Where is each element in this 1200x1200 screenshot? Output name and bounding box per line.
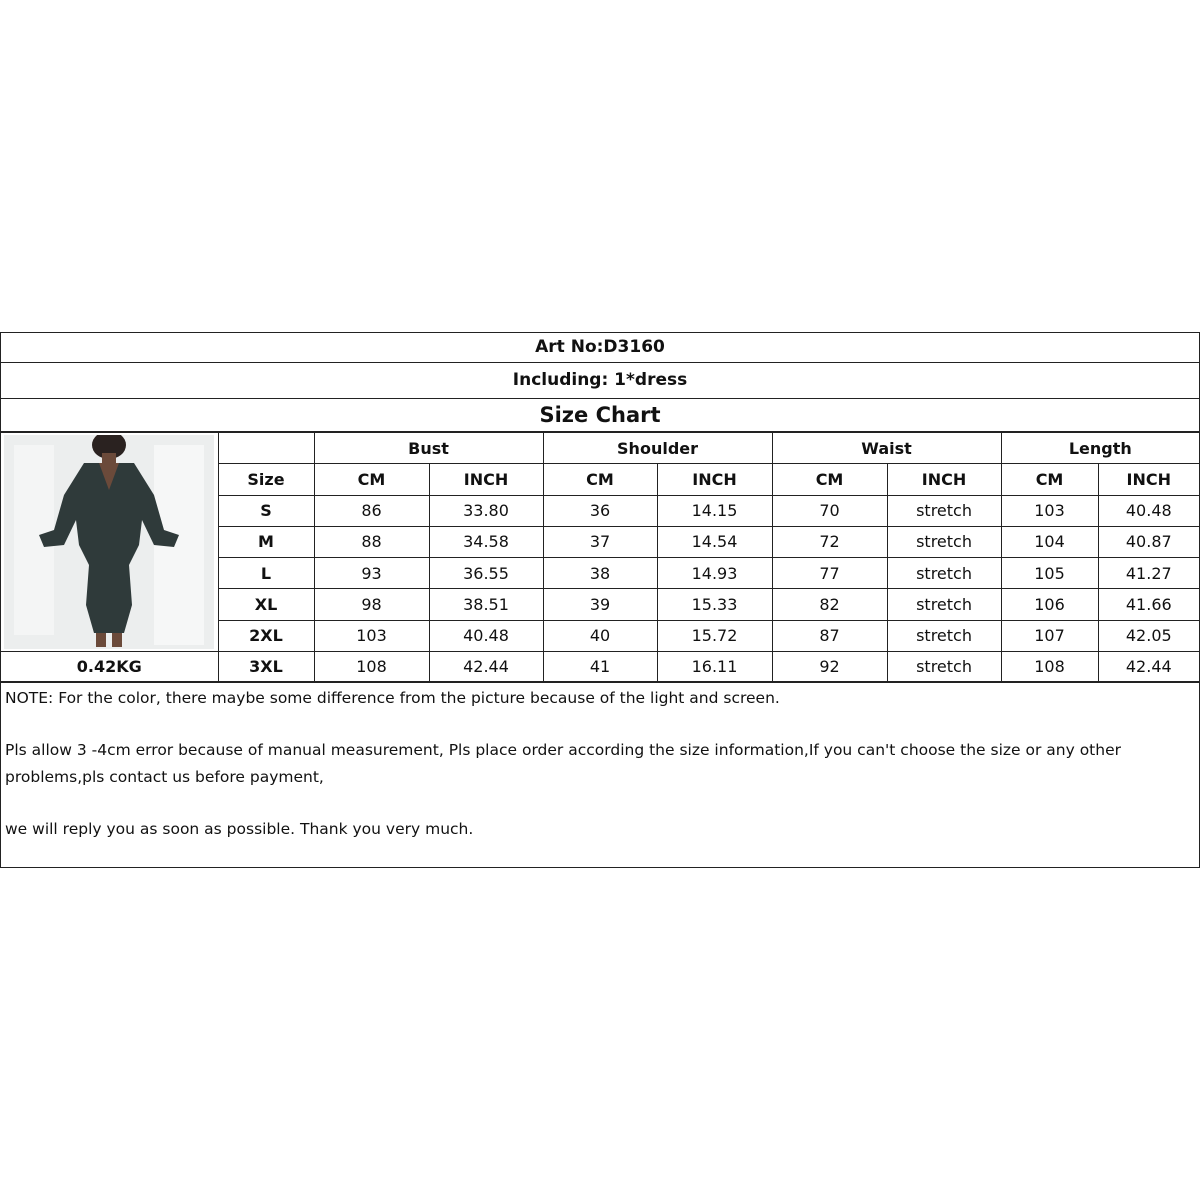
measurement-cell: 103 [1000, 494, 1099, 527]
measurement-cell: 15.33 [656, 588, 773, 621]
size-table: Bust Shoulder Waist Length Size CM INCH … [1, 431, 1200, 682]
measurement-cell: 72 [771, 525, 888, 559]
measurement-cell: 77 [771, 557, 888, 590]
package-contents: Including: 1*dress [1, 363, 1199, 399]
measurement-cell: 33.80 [428, 494, 544, 527]
group-header-row: Bust Shoulder Waist Length [1, 431, 1200, 652]
size-label: 3XL [217, 651, 315, 682]
measurement-cell: 42.05 [1097, 619, 1200, 653]
group-shoulder: Shoulder [542, 431, 773, 465]
measurement-cell: stretch [886, 557, 1002, 590]
measurement-cell: stretch [886, 651, 1002, 682]
art-number: Art No:D3160 [1, 333, 1199, 363]
measurement-cell: 105 [1000, 557, 1099, 590]
measurement-cell: 40.48 [1097, 494, 1200, 527]
measurement-cell: 104 [1000, 525, 1099, 559]
unit-header: INCH [656, 463, 773, 496]
measurement-cell: 108 [313, 651, 430, 682]
blank-header-cell [217, 431, 315, 465]
size-label: M [218, 525, 315, 559]
size-header: Size [218, 463, 315, 496]
note-color: NOTE: For the color, there maybe some di… [5, 689, 780, 707]
measurement-cell: 42.44 [1097, 651, 1200, 682]
measurement-cell: 39 [542, 588, 658, 621]
measurement-cell: 41.27 [1097, 557, 1200, 590]
measurement-cell: 38.51 [428, 588, 544, 621]
size-label: L [218, 557, 315, 590]
measurement-cell: 98 [313, 588, 430, 621]
measurement-cell: 40.87 [1097, 525, 1200, 559]
size-row: XL 98 38.51 39 15.33 82 stretch 106 41.66 [1, 588, 1200, 621]
note-measurement: Pls allow 3 -4cm error because of manual… [5, 741, 1121, 786]
measurement-cell: 70 [771, 494, 888, 527]
size-row: 0.42KG 3XL 108 42.44 41 16.11 92 stretch 108 42.4… [1, 651, 1200, 682]
measurement-cell: 14.54 [656, 525, 773, 559]
measurement-cell: 107 [1000, 619, 1099, 653]
measurement-cell: 41.66 [1097, 588, 1200, 621]
measurement-cell: stretch [886, 588, 1002, 621]
measurement-cell: 40.48 [428, 619, 544, 653]
group-bust: Bust [313, 431, 544, 465]
note-reply: we will reply you as soon as possible. T… [5, 820, 474, 838]
unit-header: INCH [1097, 463, 1200, 496]
size-chart-sheet: Art No:D3160 Including: 1*dress Size Cha… [0, 332, 1200, 868]
group-length: Length [1000, 431, 1200, 465]
measurement-cell: stretch [886, 494, 1002, 527]
measurement-cell: 88 [313, 525, 430, 559]
size-row: M 88 34.58 37 14.54 72 stretch 104 40.87 [1, 525, 1200, 559]
measurement-cell: 37 [542, 525, 658, 559]
chart-title: Size Chart [1, 399, 1199, 432]
measurement-cell: 36 [542, 494, 658, 527]
unit-header: CM [1000, 463, 1099, 496]
measurement-cell: 38 [542, 557, 658, 590]
measurement-cell: 16.11 [656, 651, 773, 682]
measurement-cell: 40 [542, 619, 658, 653]
unit-header: CM [771, 463, 888, 496]
measurement-cell: stretch [886, 525, 1002, 559]
dress-photo-image [4, 435, 215, 649]
weight-cell: 0.42KG [1, 651, 219, 682]
measurement-cell: 86 [313, 494, 430, 527]
measurement-cell: stretch [886, 619, 1002, 653]
size-row: 2XL 103 40.48 40 15.72 87 stretch 107 42.05 [1, 619, 1200, 653]
measurement-cell: 93 [313, 557, 430, 590]
measurement-cell: 14.15 [656, 494, 773, 527]
unit-header: INCH [428, 463, 544, 496]
measurement-cell: 106 [1000, 588, 1099, 621]
measurement-cell: 42.44 [428, 651, 544, 682]
measurement-cell: 15.72 [656, 619, 773, 653]
measurement-cell: 92 [771, 651, 888, 682]
unit-header: CM [542, 463, 658, 496]
size-label: 2XL [218, 619, 315, 653]
measurement-cell: 34.58 [428, 525, 544, 559]
measurement-cell: 36.55 [428, 557, 544, 590]
size-label: XL [218, 588, 315, 621]
measurement-cell: 103 [313, 619, 430, 653]
measurement-cell: 14.93 [656, 557, 773, 590]
size-label: S [218, 494, 315, 527]
measurement-cell: 87 [771, 619, 888, 653]
size-row: L 93 36.55 38 14.93 77 stretch 105 41.27 [1, 557, 1200, 590]
note-section: NOTE: For the color, there maybe some di… [1, 682, 1199, 867]
measurement-cell: 82 [771, 588, 888, 621]
product-photo [1, 432, 219, 652]
unit-header: CM [313, 463, 430, 496]
group-waist: Waist [771, 431, 1002, 465]
unit-header-row: Size CM INCH CM INCH CM INCH CM INCH [1, 463, 1200, 496]
unit-header: INCH [886, 463, 1002, 496]
measurement-cell: 108 [1000, 651, 1099, 682]
measurement-cell: 41 [542, 651, 658, 682]
